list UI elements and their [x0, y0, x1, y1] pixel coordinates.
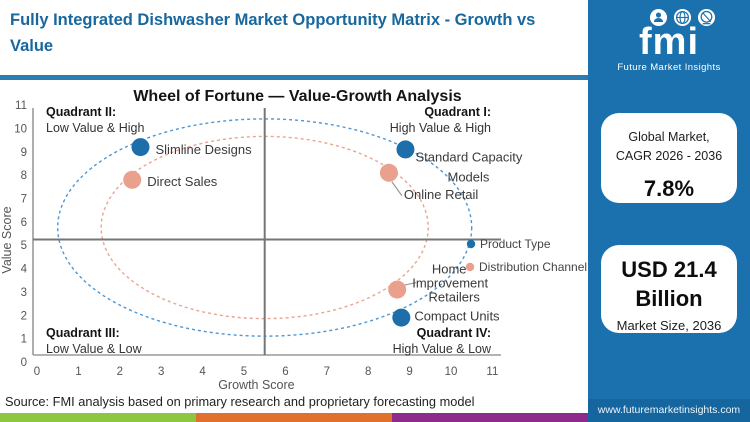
x-axis-title: Growth Score: [218, 378, 294, 392]
x-tick-label: 6: [282, 366, 288, 378]
point-label: Retailers: [429, 290, 481, 305]
y-tick-label: 4: [21, 264, 28, 276]
y-tick-label: 10: [14, 123, 27, 135]
point-label: Models: [447, 169, 489, 184]
globe-icon: [673, 8, 691, 27]
y-tick-label: 9: [21, 147, 27, 159]
sidebar: fmi Future Market Insights Global Market…: [588, 0, 750, 422]
strip-orange: [196, 413, 392, 422]
point-direct-sales: [123, 170, 142, 189]
chart-panel: Wheel of Fortune — Value-Growth Analysis…: [0, 82, 588, 392]
point-slimline-designs: [131, 138, 150, 157]
point-label: Online Retail: [404, 187, 479, 202]
logo-tagline: Future Market Insights: [617, 62, 721, 74]
x-tick-label: 5: [241, 366, 247, 378]
point-label: Home: [432, 262, 467, 277]
quadrant-desc: Low Value & High: [46, 121, 144, 135]
label-leader-line: [391, 181, 403, 197]
x-tick-label: 1: [75, 366, 81, 378]
market-size-label: Market Size, 2036: [616, 318, 722, 334]
point-home-improvement-retailers: [388, 280, 407, 299]
y-tick-label: 3: [21, 287, 27, 299]
logo-wordmark: fmi: [639, 21, 699, 63]
cagr-value: 7.8%: [643, 175, 695, 201]
quadrant-name: Quadrant III:: [46, 326, 120, 340]
x-tick-label: 9: [406, 366, 412, 378]
y-tick-label: 6: [21, 217, 27, 229]
x-tick-label: 10: [445, 366, 458, 378]
y-tick-label: 1: [21, 334, 27, 346]
y-tick-label: 5: [21, 240, 27, 252]
strip-green: [0, 413, 196, 422]
y-tick-label: 0: [21, 357, 27, 369]
y-tick-label: 11: [15, 100, 27, 112]
legend-dot-product-type: [466, 239, 476, 249]
x-tick-label: 0: [34, 366, 40, 378]
brand-color-strip: [0, 413, 588, 422]
ring-distribution-channel: [100, 135, 429, 320]
cagr-card-line1: Global Market,: [628, 130, 710, 144]
quadrant-name: Quadrant IV:: [417, 326, 491, 340]
person-icon: [649, 8, 667, 27]
market-size-card: USD 21.4 Billion Market Size, 2036: [601, 245, 737, 333]
page-title: Fully Integrated Dishwasher Market Oppor…: [10, 11, 536, 55]
scatter-plot: 0 1 2 3 4 5 6 7 8 9 10 11 0 1 2 3 4 5 6 7 8 9 10 11 Growth Score…: [0, 100, 587, 392]
x-tick-label: 2: [117, 366, 123, 378]
point-label: Improvement: [412, 276, 488, 291]
legend-dot-distribution-channel: [465, 262, 475, 272]
strip-purple: [392, 413, 588, 422]
logo-icons: [614, 8, 750, 28]
legend-label: Distribution Channel: [479, 260, 587, 274]
point-label: Standard Capacity: [415, 149, 522, 164]
quadrant-desc: High Value & Low: [393, 342, 492, 356]
market-size-value-1: USD 21.4: [621, 257, 717, 282]
header: Fully Integrated Dishwasher Market Oppor…: [0, 0, 588, 80]
x-tick-label: 7: [324, 366, 330, 378]
x-tick-label: 4: [199, 366, 206, 378]
point-online-retail: [379, 163, 398, 182]
quadrant-desc: Low Value & Low: [46, 342, 143, 356]
x-tick-label: 3: [158, 366, 164, 378]
quadrant-name: Quadrant I:: [424, 105, 491, 119]
source-note: Source: FMI analysis based on primary re…: [5, 394, 475, 409]
legend-label: Product Type: [480, 237, 551, 251]
fmi-logo: fmi Future Market Insights: [588, 8, 750, 73]
x-tick-label: 8: [365, 366, 371, 378]
website-link[interactable]: www.futuremarketinsights.com: [588, 399, 750, 422]
quadrant-name: Quadrant II:: [46, 105, 116, 119]
point-standard-capacity-models: [396, 140, 415, 159]
quadrant-desc: High Value & High: [390, 121, 491, 135]
point-label: Slimline Designs: [156, 142, 253, 157]
chart-title: Wheel of Fortune — Value-Growth Analysis: [133, 88, 462, 105]
x-tick-label: 11: [486, 366, 498, 378]
market-size-value-2: Billion: [635, 285, 703, 311]
point-label: Compact Units: [414, 309, 500, 324]
y-tick-label: 7: [21, 193, 27, 205]
cagr-card-line2: CAGR 2026 - 2036: [615, 148, 723, 163]
point-compact-units: [392, 308, 411, 327]
globe-stand-icon: [697, 8, 715, 27]
point-label: Direct Sales: [147, 174, 218, 189]
y-axis-title: Value Score: [0, 206, 14, 273]
cagr-card: Global Market, CAGR 2026 - 2036 7.8%: [601, 113, 737, 203]
y-tick-label: 8: [21, 170, 27, 182]
y-tick-label: 2: [21, 310, 27, 322]
